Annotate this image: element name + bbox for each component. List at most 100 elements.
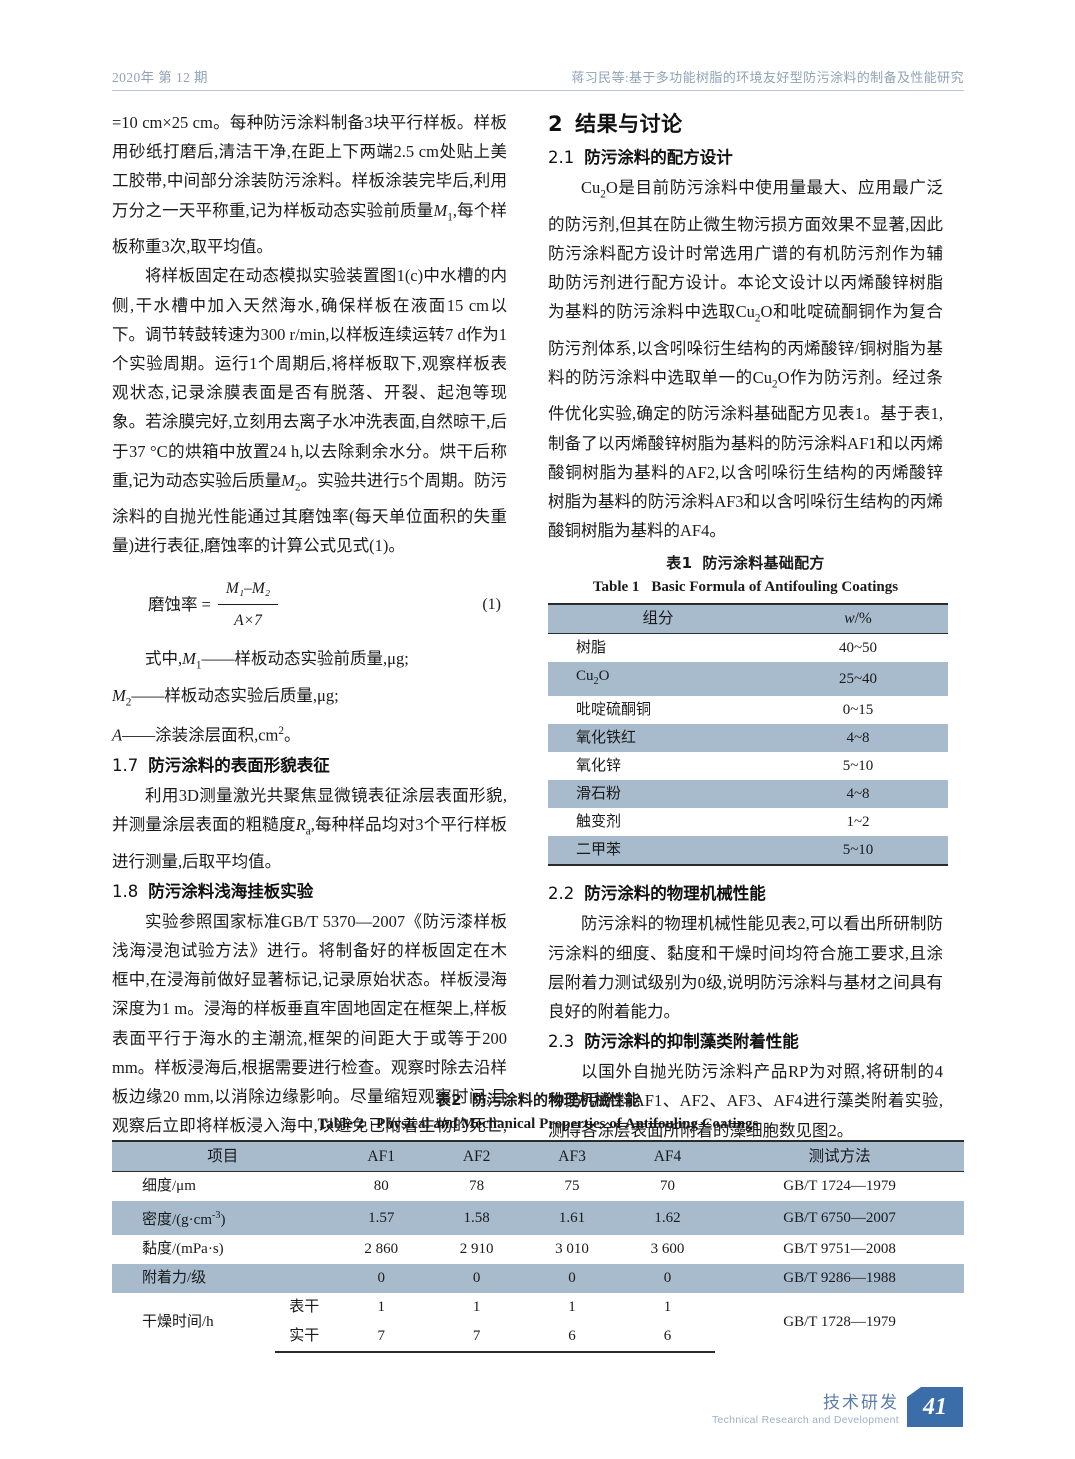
table-2-cell-af3: 3 010 (555, 1241, 589, 1257)
table-2-cell-af3: 1 (568, 1299, 576, 1315)
table-2-cell-af2: 2 910 (459, 1241, 494, 1257)
heading-2-1: 2.1 防污涂料的配方设计 (548, 144, 943, 172)
formula-denominator: A×7 (234, 612, 262, 630)
table-2-header-item: 项目 (112, 1140, 334, 1172)
table-2-header-af2: AF2 (428, 1140, 525, 1172)
table-row: 干燥时间/h 表干 1 1 1 1 GB/T 1728—1979 (112, 1293, 964, 1330)
heading-2-1-title: 防污涂料的配方设计 (584, 148, 733, 167)
table-1-header-row: 组分 w/% (548, 603, 948, 635)
left-column: =10 cm×25 cm。每种防污涂料制备3块平行样板。样板用砂纸打磨后,清洁干… (112, 108, 507, 1170)
table-1-head: 组分 w/% (548, 603, 948, 635)
formula-fraction: M₁–M₂ A×7 (217, 573, 279, 637)
table-2: 项目 AF1 AF2 AF3 AF4 测试方法 细度/μm 80 78 75 7… (112, 1140, 964, 1353)
table-2-cell-af3: 75 (564, 1178, 580, 1194)
table-1-title-en: Basic Formula of Antifouling Coatings (651, 579, 899, 596)
table-1-body: 树脂 40~50 Cu2O 25~40 吡啶硫酮铜 0~15 氧化铁红 4~8 (548, 633, 948, 867)
table-1-title-cn: 防污涂料基础配方 (702, 554, 825, 573)
table-2-header-row: 项目 AF1 AF2 AF3 AF4 测试方法 (112, 1140, 964, 1172)
left-paragraph-2: 将样板固定在动态模拟实验装置图1(c)中水槽的内侧,干水槽中加入天然海水,确保样… (112, 266, 508, 556)
table-1-header-value: w/% (768, 603, 948, 635)
table-2-cell-item: 附着力/级 (142, 1270, 207, 1286)
table-2-cell-item: 密度/(g·cm-3) (142, 1210, 226, 1228)
table-1-cell-component: 滑石粉 (576, 786, 622, 803)
table-2-cell-af1: 1 (377, 1299, 385, 1315)
heading-1-8-number: 1.8 (112, 881, 139, 901)
table-2-cell-af2: 78 (469, 1178, 485, 1194)
table-2-head: 项目 AF1 AF2 AF3 AF4 测试方法 (112, 1140, 964, 1172)
table-row: 附着力/级 0 0 0 0 GB/T 9286—1988 (112, 1264, 964, 1293)
heading-section-2-title: 结果与讨论 (575, 112, 683, 136)
definition-line-3: A——涂装涂层面积,cm2。 (112, 725, 301, 745)
table-2-cell-af4: 1.62 (654, 1209, 681, 1226)
footer-section-en: Technical Research and Development (711, 1414, 899, 1426)
table-2-title-en: Physical and Mechanical Properties of An… (376, 1116, 759, 1132)
table-2-cell-af4: 3 600 (650, 1241, 685, 1257)
footer-section-cn: 技术研发 (823, 1393, 899, 1413)
table-2-cell-af1: 7 (333, 1322, 429, 1353)
table-2-block: 表2 防污涂料的物理机械性能 Table 2 Physical and Mechan… (112, 1088, 964, 1353)
section-2-3-body: 以国外自抛光防污涂料产品RP为对照,将研制的4种防污涂料AF1、AF2、AF3、… (548, 1062, 943, 1140)
running-head: 2020年 第 12 期 蒋习民等:基于多功能树脂的环境友好型防污涂料的制备及性… (112, 58, 964, 86)
table-1-cell-value: 5~10 (768, 836, 948, 867)
table-2-cell-item: 黏度/(mPa·s) (142, 1241, 224, 1257)
page-number: 41 (923, 1393, 947, 1420)
table-1-block: 表1 防污涂料基础配方 Table 1 Basic Formula of Antif… (548, 551, 948, 867)
table-1-label-cn: 表1 (666, 554, 693, 573)
erosion-rate-formula: 磨蚀率 = M₁–M₂ A×7 (1) (112, 573, 507, 637)
table-1-cell-component: 树脂 (576, 640, 607, 657)
table-1-cell-value: 4~8 (846, 786, 870, 803)
table-2-cell-af3: 1.61 (558, 1209, 586, 1226)
heading-2-3: 2.3 防污涂料的抑制藻类附着性能 (548, 1028, 943, 1056)
table-2-header-af3: AF3 (524, 1140, 620, 1172)
issue-label: 2020年 第 12 期 (112, 70, 208, 85)
left-paragraph-1: =10 cm×25 cm。每种防污涂料制备3块平行样板。样板用砂纸打磨后,清洁干… (112, 113, 508, 257)
formula-lhs: 磨蚀率 (148, 594, 198, 614)
table-row: 细度/μm 80 78 75 70 GB/T 1724—1979 (112, 1171, 964, 1201)
definition-line-1: 式中,M1——样板动态实验前质量,μg; (145, 649, 409, 672)
table-2-cell-af1: 2 860 (364, 1241, 399, 1257)
table-2-cell-af1: 80 (373, 1178, 389, 1194)
heading-2-3-number: 2.3 (548, 1032, 575, 1052)
heading-1-7: 1.7 防污涂料的表面形貌表征 (112, 752, 507, 780)
table-2-cell-item: 干燥时间/h (142, 1314, 214, 1330)
table-1-cell-value: 5~10 (842, 758, 874, 775)
table-2-cell-method: GB/T 9751—2008 (783, 1241, 896, 1257)
heading-2-3-title: 防污涂料的抑制藻类附着性能 (584, 1032, 799, 1052)
table-2-cell-af4: 70 (659, 1178, 675, 1194)
table-2-label-cn: 表2 (435, 1091, 462, 1109)
table-1-cell-value: 4~8 (846, 730, 870, 747)
table-1-caption-cn: 表1 防污涂料基础配方 (548, 551, 943, 575)
heading-1-8: 1.8 防污涂料浅海挂板实验 (112, 878, 507, 906)
section-2-2-body: 防污涂料的物理机械性能见表2,可以看出所研制防污涂料的细度、黏度和干燥时间均符合… (548, 914, 943, 1021)
table-1-cell-component: 氧化锌 (576, 758, 622, 775)
table-1-cell-component: 吡啶硫酮铜 (576, 702, 652, 719)
table-2-cell-af2: 0 (472, 1270, 481, 1286)
table-1-cell-component: 触变剂 (576, 814, 622, 831)
table-1-cell-value: 40~50 (838, 640, 878, 657)
heading-section-2-number: 2 (548, 112, 564, 136)
table-1-cell-value: 25~40 (838, 671, 878, 688)
formula-definitions: 式中,M1——样板动态实验前质量,μg; M2——样板动态实验后质量,μg; A… (112, 644, 507, 750)
table-2-title-cn: 防污涂料的物理机械性能 (471, 1091, 641, 1109)
table-row: 氧化锌 5~10 (548, 752, 948, 781)
table-1-cell-component: Cu2O (576, 668, 610, 688)
running-title: 蒋习民等:基于多功能树脂的环境友好型防污涂料的制备及性能研究 (571, 70, 964, 85)
heading-1-7-number: 1.7 (112, 755, 139, 775)
header-divider (112, 90, 964, 91)
table-2-cell-af4: 6 (619, 1322, 716, 1353)
formula-numerator: M₁–M₂ (225, 579, 271, 597)
table-row: Cu2O 25~40 (548, 662, 948, 697)
table-row: 树脂 40~50 (548, 633, 948, 663)
table-1-caption-en: Table 1 Basic Formula of Antifouling Coat… (548, 575, 943, 599)
table-1-cell-component: 氧化铁红 (576, 730, 637, 747)
table-2-cell-af2: 1 (472, 1299, 481, 1315)
section-2-1-body: Cu2O是目前防污涂料中使用量最大、应用最广泛的防污剂,但其在防止微生物污损方面… (548, 178, 943, 541)
footer-text-block: 技术研发 Technical Research and Development (712, 1393, 899, 1427)
table-row: 吡啶硫酮铜 0~15 (548, 696, 948, 725)
table-row: 二甲苯 5~10 (548, 836, 948, 867)
table-2-cell-af2: 7 (428, 1322, 525, 1353)
table-2-cell-af3: 6 (524, 1322, 620, 1353)
heading-2-2: 2.2 防污涂料的物理机械性能 (548, 880, 943, 908)
table-1: 组分 w/% 树脂 40~50 Cu2O 25~40 吡啶硫酮铜 (548, 603, 948, 867)
